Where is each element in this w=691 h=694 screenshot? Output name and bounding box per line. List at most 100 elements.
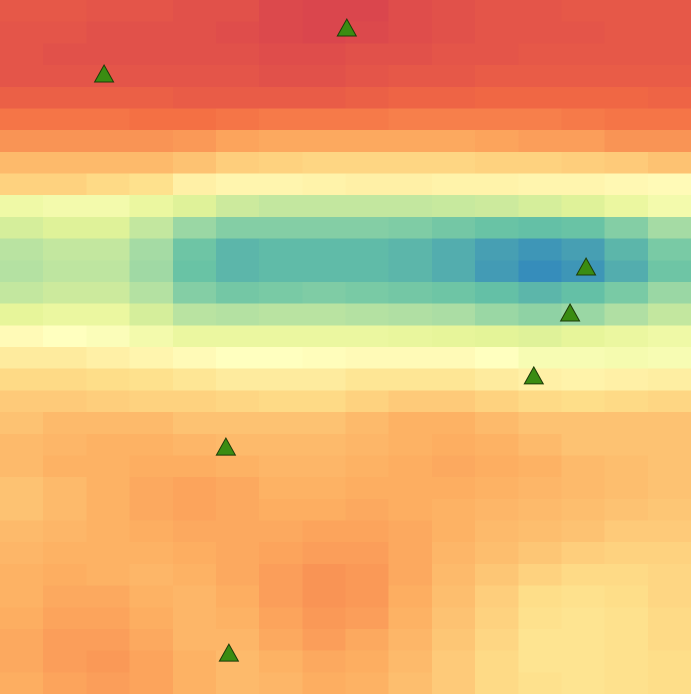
heat-cell — [86, 325, 131, 348]
heat-cell — [0, 151, 44, 174]
heat-cell — [475, 498, 519, 521]
heat-cell — [388, 628, 433, 652]
heat-cell — [561, 195, 606, 218]
heat-cell — [388, 347, 433, 370]
heat-cell — [345, 650, 390, 673]
heat-cell — [388, 21, 433, 44]
heat-cell — [129, 455, 174, 478]
heat-cell — [172, 498, 217, 521]
heat-cell — [647, 520, 691, 543]
heat-cell — [604, 43, 649, 66]
heat-cell — [43, 86, 87, 109]
heat-cell — [431, 433, 476, 456]
heat-cell — [475, 216, 519, 240]
heat-cell — [0, 368, 44, 391]
heat-cell — [561, 108, 606, 131]
heat-cell — [475, 281, 519, 305]
heat-cell — [172, 347, 217, 370]
heat-cell — [518, 43, 562, 66]
heat-cell — [86, 672, 131, 694]
heat-cell — [345, 628, 390, 652]
heat-cell — [129, 86, 174, 109]
heat-cell — [345, 86, 390, 109]
heat-cell — [518, 86, 562, 109]
heat-cell — [129, 672, 174, 694]
heat-cell — [647, 585, 691, 608]
heat-cell — [86, 585, 131, 608]
heat-cell — [172, 43, 217, 66]
heat-cell — [604, 65, 649, 88]
heat-cell — [604, 542, 649, 565]
heat-cell — [345, 325, 390, 348]
triangle-marker — [215, 437, 237, 456]
heat-cell — [215, 498, 260, 521]
heat-cell — [172, 21, 217, 44]
heat-cell — [86, 347, 131, 370]
heat-cell — [302, 520, 346, 543]
heat-cell — [475, 650, 519, 673]
heat-cell — [0, 628, 44, 652]
heat-cell — [172, 108, 217, 131]
heat-cell — [431, 65, 476, 88]
heat-cell — [86, 412, 131, 435]
heat-cell — [388, 216, 433, 240]
heat-cell — [0, 281, 44, 305]
heat-cell — [86, 130, 131, 153]
heat-cell — [388, 173, 433, 196]
heat-cell — [86, 498, 131, 521]
heat-cell — [259, 21, 303, 44]
heat-cell — [172, 303, 217, 326]
heat-cell — [431, 390, 476, 413]
heat-cell — [129, 650, 174, 673]
heat-cell — [302, 455, 346, 478]
heat-cell — [647, 86, 691, 109]
heat-cell — [345, 65, 390, 88]
heat-cell — [561, 173, 606, 196]
heat-cell — [388, 672, 433, 694]
heat-cell — [0, 455, 44, 478]
heat-cell — [647, 607, 691, 630]
heat-cell — [518, 347, 562, 370]
heat-cell — [604, 412, 649, 435]
heat-cell — [647, 281, 691, 305]
heat-cell — [259, 151, 303, 174]
heat-cell — [43, 368, 87, 391]
heat-cell — [172, 86, 217, 109]
heat-cell — [302, 650, 346, 673]
heat-cell — [388, 65, 433, 88]
heat-cell — [604, 585, 649, 608]
heat-cell — [215, 368, 260, 391]
heat-cell — [518, 195, 562, 218]
heat-cell — [604, 173, 649, 196]
heat-cell — [172, 281, 217, 305]
heat-cell — [86, 281, 131, 305]
heat-cell — [647, 563, 691, 587]
heat-cell — [475, 21, 519, 44]
heat-cell — [172, 238, 217, 261]
heat-cell — [604, 281, 649, 305]
heat-cell — [647, 672, 691, 694]
heat-cell — [604, 498, 649, 521]
heat-cell — [388, 585, 433, 608]
heat-cell — [518, 628, 562, 652]
heat-cell — [129, 477, 174, 500]
heat-cell — [345, 43, 390, 66]
heat-cell — [302, 216, 346, 240]
heat-cell — [431, 542, 476, 565]
heat-cell — [259, 672, 303, 694]
heat-cell — [302, 390, 346, 413]
heat-cell — [172, 650, 217, 673]
heat-cell — [86, 563, 131, 587]
heat-cell — [43, 520, 87, 543]
heat-cell — [475, 151, 519, 174]
heat-cell — [0, 607, 44, 630]
heat-cell — [475, 303, 519, 326]
heat-cell — [129, 21, 174, 44]
heat-cell — [647, 216, 691, 240]
heat-cell — [302, 303, 346, 326]
heat-cell — [129, 65, 174, 88]
heat-cell — [43, 21, 87, 44]
heat-cell — [518, 433, 562, 456]
heat-cell — [431, 498, 476, 521]
heat-cell — [129, 281, 174, 305]
